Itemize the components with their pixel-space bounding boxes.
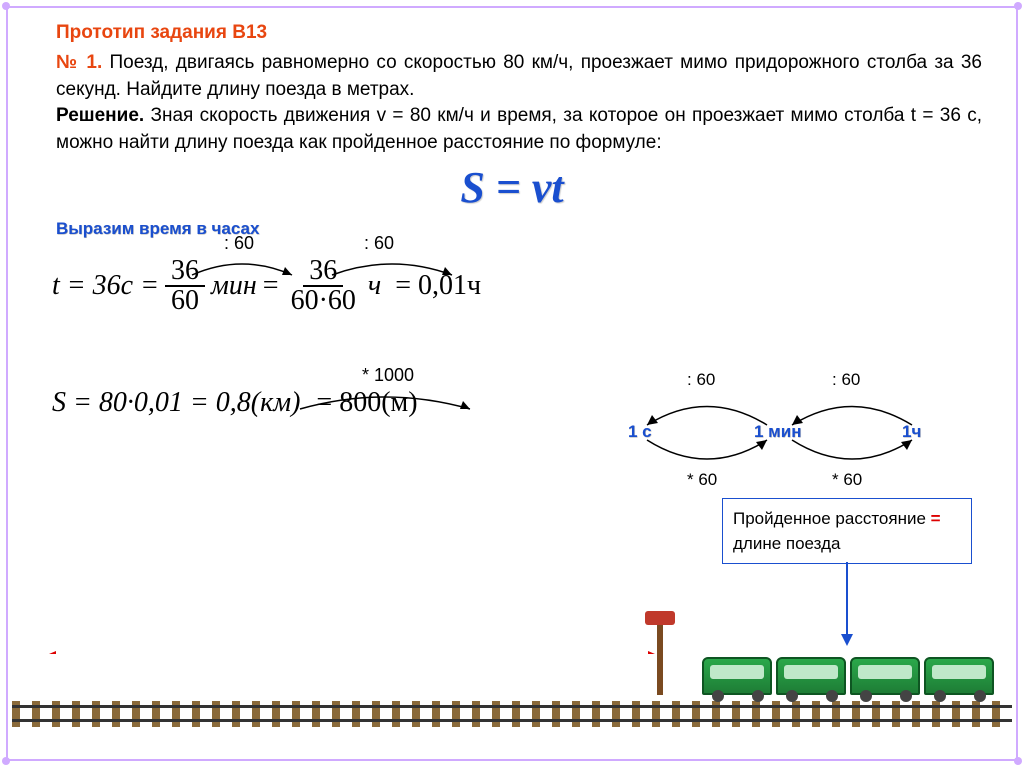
result-box: Пройденное расстояние = длине поезда xyxy=(722,498,972,564)
arc-arrow-mul1000 xyxy=(290,385,500,413)
result-eq-sign: = xyxy=(931,509,941,528)
callout-arrow xyxy=(832,560,862,650)
unit-1min: 1 мин xyxy=(754,422,801,442)
div60-label-2: : 60 xyxy=(364,233,394,254)
section-header: Прототип задания В13 xyxy=(56,22,1012,44)
div60-label-1: : 60 xyxy=(224,233,254,254)
problem-statement: № 1. Поезд, двигаясь равномерно со скоро… xyxy=(56,50,982,103)
solution-text: Зная скорость движения v = 80 км/ч и вре… xyxy=(56,105,982,153)
problem-number: № 1. xyxy=(56,52,102,73)
mul60-a: * 60 xyxy=(687,470,717,490)
problem-text: Поезд, двигаясь равномерно со скоростью … xyxy=(56,52,982,100)
time-heading: Выразим время в часах xyxy=(56,219,1012,239)
arc-arrows-top xyxy=(182,251,482,279)
pole-icon xyxy=(657,625,663,695)
s-expr: S = 80·0,01 = 0,8(км) xyxy=(52,387,300,419)
train-icon xyxy=(702,657,994,695)
mul60-b: * 60 xyxy=(832,470,862,490)
result-line1: Пройденное расстояние xyxy=(733,509,931,528)
unit-diagram: : 60 : 60 1 с 1 мин 1ч * 60 * 60 xyxy=(592,370,972,490)
div60-a: : 60 xyxy=(687,370,715,390)
solution-label: Решение. xyxy=(56,105,144,126)
div60-b: : 60 xyxy=(832,370,860,390)
mul1000-label: * 1000 xyxy=(362,365,414,386)
length-arrow xyxy=(42,650,662,654)
unit-1h: 1ч xyxy=(902,422,921,442)
solution-paragraph: Решение. Зная скорость движения v = 80 к… xyxy=(56,103,982,156)
t-lhs: t = 36c = xyxy=(52,270,159,302)
result-line2: длине поезда xyxy=(733,534,840,553)
unit-1s: 1 с xyxy=(628,422,652,442)
main-formula: S = vt xyxy=(12,162,1012,213)
